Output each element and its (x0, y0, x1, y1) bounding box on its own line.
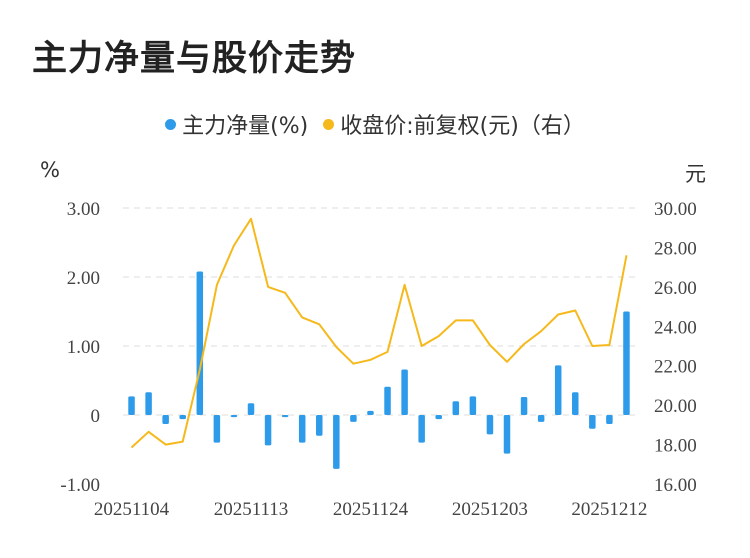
bar (350, 415, 357, 422)
x-tick-label: 20251104 (94, 499, 170, 520)
y-right-tick-label: 26.00 (654, 278, 697, 299)
y-left-tick-label: 2.00 (67, 268, 100, 289)
y-left-tick-label: 0 (91, 406, 101, 427)
line-series (130, 217, 628, 449)
bar (179, 415, 186, 420)
grid-layer (123, 207, 635, 416)
y-right-tick-label: 18.00 (654, 436, 697, 457)
bar (469, 396, 477, 415)
y-left-tick-label: 3.00 (67, 199, 100, 220)
legend-item-net-volume[interactable]: 主力净量(%) (165, 108, 308, 140)
bar (298, 415, 306, 443)
bar (384, 386, 391, 415)
x-tick-label: 20251212 (571, 499, 647, 520)
bar (196, 271, 204, 415)
bar (264, 415, 272, 446)
right-axis-unit: 元 (685, 162, 706, 186)
bar (213, 415, 221, 443)
bar (247, 403, 255, 415)
bar (316, 415, 323, 436)
bar (572, 392, 579, 415)
y-right-tick-label: 16.00 (654, 475, 697, 496)
y-left-tick-label: -1.00 (60, 475, 100, 496)
bar (589, 415, 596, 429)
price-line (130, 217, 628, 449)
bar-series (128, 271, 630, 469)
bar (281, 415, 289, 418)
legend: 主力净量(%) 收盘价:前复权(元)（右） (0, 108, 750, 140)
y-right-tick-label: 20.00 (654, 396, 697, 417)
bar (623, 311, 630, 415)
bar (333, 415, 340, 469)
y-right-tick-label: 24.00 (654, 317, 697, 338)
bar (162, 415, 169, 424)
legend-label-net-volume: 主力净量(%) (182, 114, 309, 139)
legend-marker-bar (165, 118, 177, 130)
bar (435, 415, 442, 420)
y-right-tick-label: 30.00 (654, 199, 697, 220)
bar (503, 415, 511, 454)
bar (554, 365, 562, 415)
bar (128, 396, 135, 415)
bar (401, 369, 408, 415)
bar (606, 415, 613, 424)
legend-item-close-price[interactable]: 收盘价:前复权(元)（右） (323, 108, 585, 140)
bar (452, 401, 460, 415)
y-right-tick-label: 28.00 (654, 238, 697, 259)
bar (367, 410, 374, 415)
bar (418, 415, 425, 443)
bar (145, 392, 152, 415)
bar (520, 397, 528, 415)
chart-title: 主力净量与股价走势 (32, 39, 357, 79)
bar (486, 415, 494, 435)
x-tick-label: 20251203 (452, 499, 528, 520)
bar (230, 415, 238, 418)
legend-marker-line (323, 118, 335, 130)
legend-label-close-price: 收盘价:前复权(元)（右） (340, 114, 585, 139)
x-tick-label: 20251113 (214, 499, 289, 520)
bar (537, 415, 545, 422)
axis-labels: 3.00 2.00 1.00 0 -1.00 30.00 28.00 26.00 24.00 22… (60, 199, 696, 520)
left-axis-unit: % (40, 158, 60, 182)
y-right-tick-label: 22.00 (654, 357, 697, 378)
x-tick-label: 20251124 (333, 499, 409, 520)
y-left-tick-label: 1.00 (67, 337, 100, 358)
